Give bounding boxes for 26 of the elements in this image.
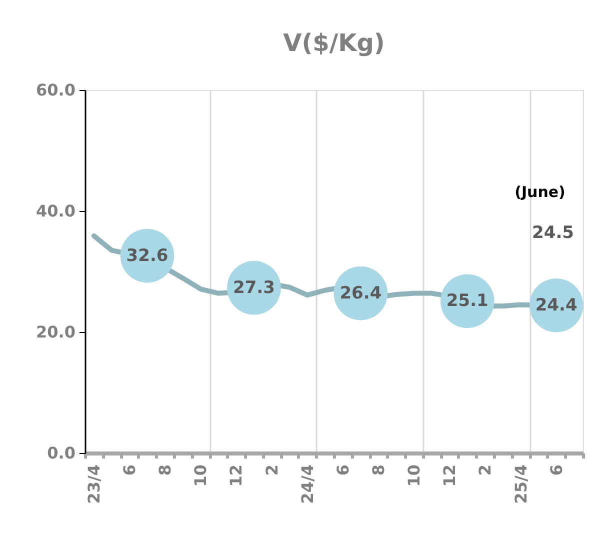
x-tick-label: 24/4 bbox=[298, 464, 317, 504]
data-label: 27.3 bbox=[232, 278, 275, 298]
x-tick-label: 8 bbox=[368, 464, 388, 476]
y-tick-label: 0.0 bbox=[47, 444, 76, 462]
x-tick-label: 12 bbox=[226, 464, 246, 487]
data-label: 24.4 bbox=[535, 295, 578, 316]
data-label: 25.1 bbox=[446, 291, 488, 312]
x-tick-label: 10 bbox=[191, 464, 210, 487]
x-tick-label: 12 bbox=[440, 464, 460, 487]
chart-title: V($/Kg) bbox=[283, 29, 385, 57]
x-tick-label: 6 bbox=[546, 464, 566, 476]
x-tick-label: 8 bbox=[156, 464, 175, 476]
y-tick-label: 20.0 bbox=[36, 322, 76, 342]
x-tick-label: 6 bbox=[120, 464, 139, 476]
x-tick-label: 25/4 bbox=[511, 464, 530, 504]
x-tick-label: 10 bbox=[404, 464, 424, 487]
annotation: (June) bbox=[514, 183, 566, 201]
y-tick-label: 60.0 bbox=[36, 80, 76, 100]
data-label: 26.4 bbox=[340, 283, 382, 304]
x-tick-label: 23/4 bbox=[84, 464, 104, 504]
y-tick-label: 40.0 bbox=[36, 202, 76, 220]
x-tick-label: 2 bbox=[476, 464, 495, 476]
data-label: 32.6 bbox=[126, 246, 168, 266]
x-tick-label: 2 bbox=[262, 464, 282, 476]
annotation: 24.5 bbox=[532, 223, 574, 243]
x-tick-label: 6 bbox=[333, 464, 352, 476]
